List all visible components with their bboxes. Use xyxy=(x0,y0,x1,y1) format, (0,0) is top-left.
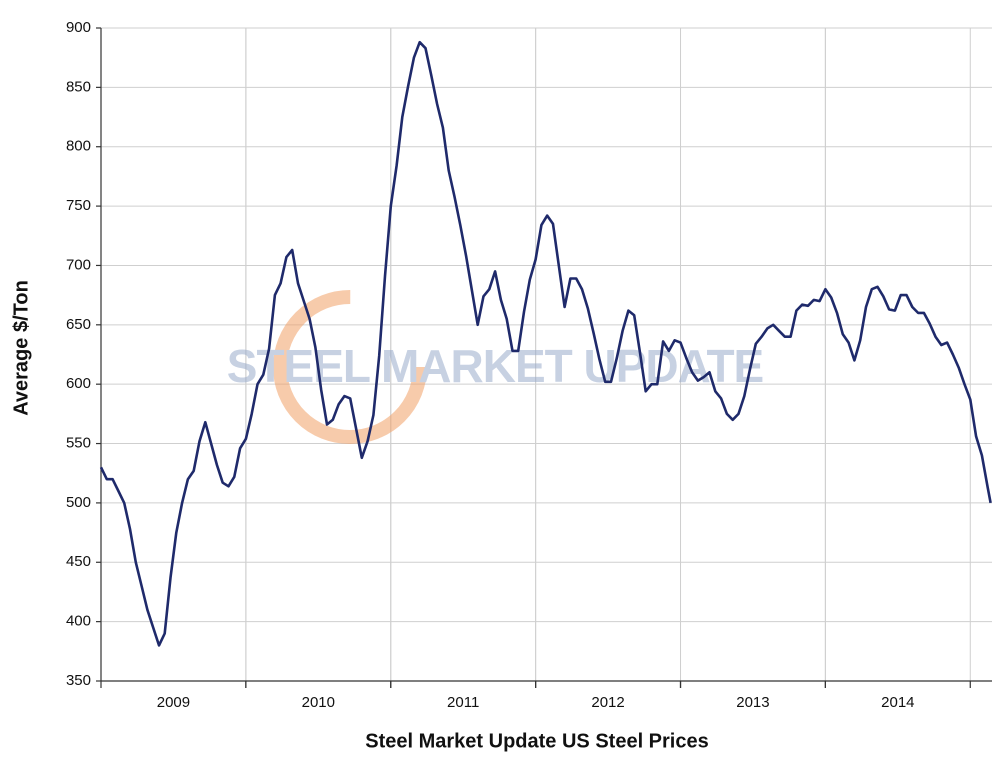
y-tick-label: 500 xyxy=(66,494,91,511)
x-tick-label: 2012 xyxy=(591,694,624,711)
y-tick-label: 550 xyxy=(66,435,91,452)
x-tick-label: 2014 xyxy=(881,694,914,711)
y-tick-label: 650 xyxy=(66,316,91,333)
y-tick-label: 850 xyxy=(66,78,91,95)
y-tick-label: 400 xyxy=(66,613,91,630)
y-tick-label: 800 xyxy=(66,138,91,155)
grid xyxy=(101,27,992,682)
y-tick-label: 350 xyxy=(66,672,91,689)
y-tick-label: 600 xyxy=(66,375,91,392)
price-line xyxy=(99,40,992,647)
x-tick-label: 2009 xyxy=(157,694,190,711)
x-tick-label: 2010 xyxy=(302,694,335,711)
x-tick-label: 2013 xyxy=(736,694,769,711)
y-tick-label: 700 xyxy=(66,256,91,273)
y-axis-title: Average $/Ton xyxy=(10,280,32,416)
y-tick-label: 900 xyxy=(66,19,91,36)
x-axis-title: Steel Market Update US Steel Prices xyxy=(365,730,708,752)
x-tick-label: 2011 xyxy=(447,694,479,711)
y-tick-label: 450 xyxy=(66,553,91,570)
watermark: STEEL MARKET UPDATE xyxy=(227,290,764,444)
y-tick-label: 750 xyxy=(66,197,91,214)
watermark-ring xyxy=(273,290,427,444)
